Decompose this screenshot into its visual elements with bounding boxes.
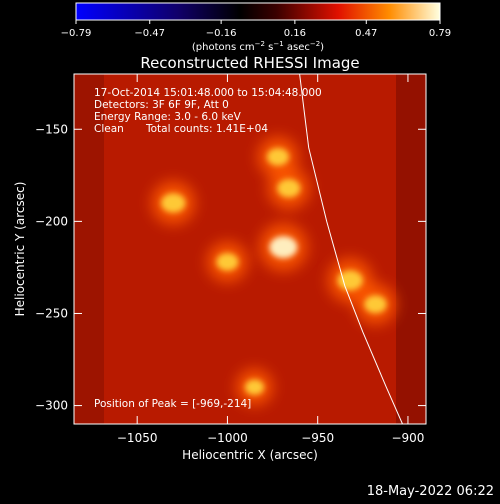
- y-ticks: −150 −200 −250 −300: [35, 122, 426, 413]
- y-axis-label: Heliocentric Y (arcsec): [13, 182, 27, 317]
- colorbar-ticks: −0.79 −0.47 −0.16 0.16 0.47 0.79: [61, 20, 451, 39]
- source-core: [266, 148, 290, 166]
- x-tick-label: −1050: [117, 431, 158, 445]
- colorbar-tick-label: 0.16: [284, 28, 306, 39]
- source-core: [269, 236, 298, 259]
- annotation-detectors: Detectors: 3F 6F 9F, Att 0: [94, 99, 229, 111]
- annotation-time: 17-Oct-2014 15:01:48.000 to 15:04:48.000: [94, 87, 322, 99]
- image-area: [74, 74, 426, 424]
- chart-title: Reconstructed RHESSI Image: [140, 54, 359, 72]
- x-tick-label: −1000: [207, 431, 248, 445]
- source-core: [161, 193, 186, 213]
- source-core: [216, 253, 239, 271]
- colorbar: [75, 2, 441, 21]
- y-tick-label: −200: [35, 214, 68, 228]
- colorbar-tick-label: −0.79: [61, 28, 92, 39]
- colorbar-tick-label: −0.47: [134, 28, 165, 39]
- x-ticks: −1050 −1000 −950 −900: [117, 74, 424, 445]
- colorbar-tick-label: 0.47: [355, 28, 377, 39]
- x-tick-label: −950: [301, 431, 334, 445]
- annotation-energy: Energy Range: 3.0 - 6.0 keV: [94, 111, 242, 123]
- y-tick-label: −150: [35, 122, 68, 136]
- solar-limb-line: [299, 74, 403, 424]
- source-core: [337, 270, 363, 291]
- y-tick-label: −250: [35, 306, 68, 320]
- plot-frame: [73, 73, 427, 425]
- annotation-counts: Total counts: 1.41E+04: [145, 123, 268, 135]
- y-tick-label: −300: [35, 399, 68, 413]
- source-core: [364, 295, 387, 314]
- colorbar-tick-label: −0.16: [206, 28, 237, 39]
- source-core: [244, 379, 265, 395]
- footer-date: 18-May-2022 06:22: [367, 484, 494, 499]
- x-axis-label: Heliocentric X (arcsec): [182, 448, 318, 462]
- colorbar-tick-label: 0.79: [429, 28, 451, 39]
- colorbar-unit: (photons cm−2 s−1 asec−2): [192, 40, 324, 53]
- annotation-clean: Clean: [94, 123, 124, 135]
- source-core: [277, 179, 301, 198]
- x-tick-label: −900: [391, 431, 424, 445]
- annotation-peak: Position of Peak = [-969,-214]: [94, 398, 251, 410]
